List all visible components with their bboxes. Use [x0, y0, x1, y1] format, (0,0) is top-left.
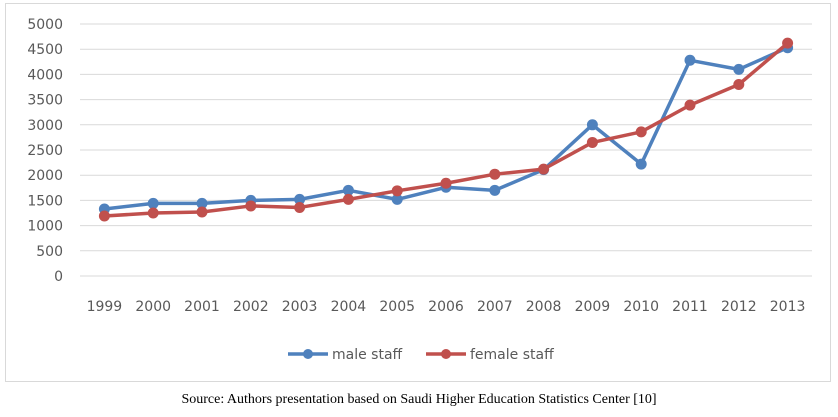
data-point [538, 163, 550, 175]
legend-item: female staff [426, 347, 554, 363]
y-tick-label: 1500 [27, 193, 63, 209]
x-tick-label: 2009 [575, 299, 611, 315]
data-point [147, 197, 159, 209]
data-point [635, 126, 647, 138]
y-axis-ticks: 0 500 1000 1500 2000 2500 3000 3500 4000 4500 5000 [27, 17, 63, 285]
x-tick-label: 2003 [282, 299, 318, 315]
x-tick-label: 2012 [721, 299, 757, 315]
line-chart: 0 500 1000 1500 2000 2500 3000 3500 4000 4500 5000… [27, 17, 812, 363]
y-tick-label: 5000 [27, 17, 63, 33]
x-tick-label: 2002 [233, 299, 269, 315]
y-tick-label: 4500 [27, 42, 63, 58]
x-tick-label: 2004 [331, 299, 367, 315]
data-point [196, 206, 208, 218]
source-caption: Source: Authors presentation based on Sa… [181, 392, 657, 407]
data-point [586, 136, 598, 148]
data-point [147, 207, 159, 219]
x-tick-label: 2001 [184, 299, 220, 315]
y-tick-label: 4000 [27, 67, 63, 83]
data-point [733, 78, 745, 90]
x-tick-label: 2007 [477, 299, 513, 315]
x-tick-label: 2006 [428, 299, 464, 315]
data-point [684, 99, 696, 111]
data-point [586, 119, 598, 131]
data-point [294, 201, 306, 213]
y-tick-label: 3500 [27, 93, 63, 109]
legend-item: male staff [288, 347, 403, 363]
gridlines [80, 23, 812, 277]
legend-label: male staff [332, 347, 403, 363]
data-point [294, 193, 306, 205]
x-tick-label: 2005 [379, 299, 415, 315]
data-point [440, 177, 452, 189]
y-tick-label: 2500 [27, 143, 63, 159]
legend-label: female staff [470, 347, 554, 363]
legend: male staff female staff [288, 347, 554, 363]
x-tick-label: 2013 [770, 299, 806, 315]
data-point [782, 37, 794, 49]
y-tick-label: 2000 [27, 168, 63, 184]
data-point [489, 184, 501, 196]
y-tick-label: 0 [54, 269, 63, 285]
data-point [635, 158, 647, 170]
series-female-staff [98, 37, 794, 222]
x-tick-label: 2008 [526, 299, 562, 315]
x-tick-label: 1999 [87, 299, 123, 315]
y-tick-label: 3000 [27, 118, 63, 134]
legend-marker-icon [441, 349, 451, 359]
data-point [733, 63, 745, 75]
data-point [342, 184, 354, 196]
series-group [98, 37, 794, 222]
data-point [489, 168, 501, 180]
data-point [196, 197, 208, 209]
y-tick-label: 500 [36, 244, 63, 260]
legend-marker-icon [303, 349, 313, 359]
data-point [391, 193, 403, 205]
data-point [342, 193, 354, 205]
y-tick-label: 1000 [27, 219, 63, 235]
x-tick-label: 2010 [623, 299, 659, 315]
data-point [391, 185, 403, 197]
x-tick-label: 2011 [672, 299, 708, 315]
data-point [98, 210, 110, 222]
data-point [684, 54, 696, 66]
x-axis-ticks: 1999 2000 2001 2002 2003 2004 2005 2006 2007 2008… [87, 299, 806, 315]
x-tick-label: 2000 [135, 299, 171, 315]
data-point [245, 200, 257, 212]
